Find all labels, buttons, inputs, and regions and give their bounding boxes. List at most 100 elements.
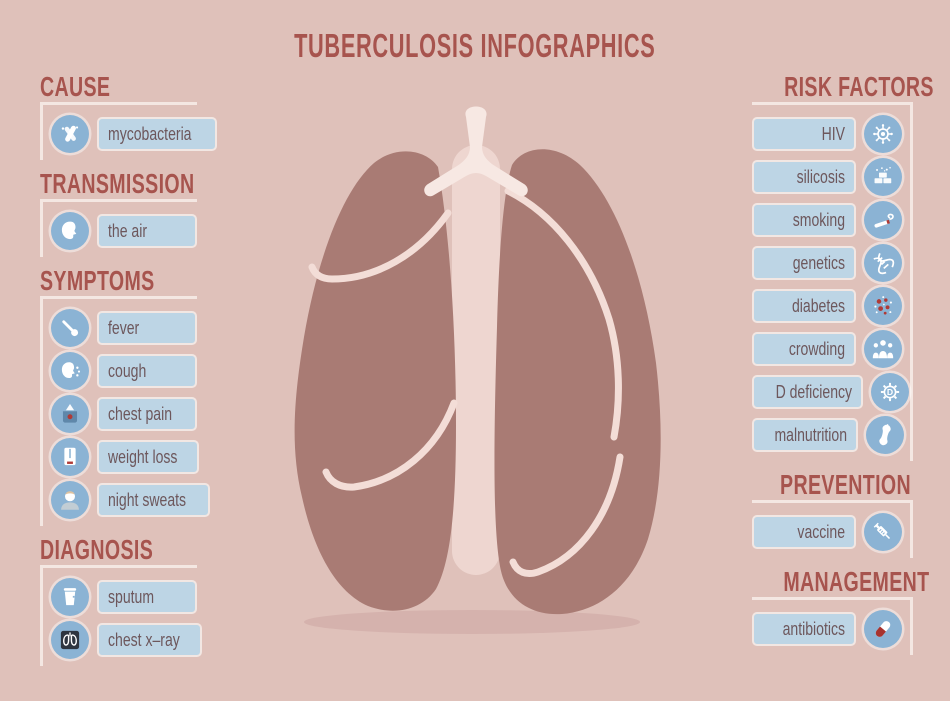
item-label: smoking [792,209,845,230]
silica-bricks-icon [864,158,902,196]
item-label: HIV [821,123,845,144]
item-label-box: malnutrition [752,418,859,452]
list-item-chest-pain: chest pain [51,395,197,433]
list-item-genetics: genetics [752,244,902,282]
weight-scale-icon [51,438,89,476]
people-icon [864,330,902,368]
section-heading-cause: CAUSE [40,72,197,102]
apple-core-icon [866,416,905,454]
heading-text: TRANSMISSION [40,168,195,199]
heading-text: MANAGEMENT [783,566,930,597]
sweating-person-icon [51,481,89,519]
item-label: mycobacteria [108,123,192,144]
list-item-silicosis: silicosis [752,158,902,196]
chest-pain-icon [51,395,89,433]
left-lung [294,151,456,611]
heading-text: CAUSE [40,71,111,102]
section-heading-risk-factors: RISK FACTORS [752,72,933,102]
list-item-weight-loss: weight loss [51,438,200,476]
list-item-sputum: sputum [51,578,197,616]
blood-cells-icon [864,287,902,325]
item-label-box: D deficiency [752,375,864,409]
section-heading-diagnosis: DIAGNOSIS [40,535,197,565]
item-label: the air [108,220,148,241]
list-item-mycobacteria: mycobacteria [51,115,218,153]
chest-xray-icon [51,621,89,659]
item-label-box: mycobacteria [97,117,218,151]
item-label-box: silicosis [752,160,856,194]
list-item-malnutrition: malnutrition [752,416,905,454]
item-label: vaccine [797,521,845,542]
page-title-text: TUBERCULOSIS INFOGRAPHICS [294,27,656,64]
list-item-the-air: the air [51,212,197,250]
heading-text: SYMPTOMS [40,265,155,296]
cause-group: mycobacteria [40,102,218,160]
pill-capsule-icon [864,610,902,648]
left-column: CAUSE mycobacteria TRANSMISSION the air … [40,72,218,674]
syringe-icon [864,513,902,551]
list-item-hiv: HIV [752,115,902,153]
bacteria-icon [51,115,89,153]
item-label: crowding [788,338,845,359]
cough-icon [51,352,89,390]
item-label: fever [108,317,140,338]
cigarette-icon [864,201,902,239]
transmission-group: the air [40,199,197,257]
management-group: antibiotics [752,597,913,655]
item-label-box: the air [97,214,197,248]
ground-shadow [304,610,640,634]
item-label-box: diabetes [752,289,856,323]
section-heading-symptoms: SYMPTOMS [40,266,197,296]
item-label-box: chest pain [97,397,197,431]
item-label: weight loss [108,446,178,467]
list-item-cough: cough [51,352,197,390]
item-label: cough [108,360,147,381]
list-item-diabetes: diabetes [752,287,902,325]
thermometer-icon [51,309,89,347]
item-label-box: weight loss [97,440,200,474]
right-column: RISK FACTORS HIV silicosis smoking [752,72,934,663]
section-heading-prevention: PREVENTION [752,470,913,500]
mediastinum-band [452,145,500,575]
item-label: sputum [108,586,155,607]
item-label: genetics [792,252,845,273]
heading-text: PREVENTION [780,469,911,500]
item-label: antibiotics [782,618,845,639]
diagnosis-group: sputum chest x–ray [40,565,203,666]
item-label-box: genetics [752,246,856,280]
item-label-box: sputum [97,580,197,614]
list-item-crowding: crowding [752,330,902,368]
lungs-illustration [270,95,680,635]
list-item-smoking: smoking [752,201,902,239]
item-label-box: fever [97,311,197,345]
item-label: malnutrition [774,424,848,445]
sputum-cup-icon [51,578,89,616]
list-item-chest-xray: chest x–ray [51,621,203,659]
air-head-icon [51,212,89,250]
item-label-box: antibiotics [752,612,856,646]
item-label-box: HIV [752,117,856,151]
item-label-box: vaccine [752,515,856,549]
list-item-d-deficiency: D deficiency D [752,373,910,411]
vitamin-d-sun-icon: D [871,373,910,411]
list-item-night-sweats: night sweats [51,481,211,519]
heading-text: DIAGNOSIS [40,534,154,565]
section-heading-management: MANAGEMENT [752,567,929,597]
item-label-box: smoking [752,203,856,237]
virus-icon [864,115,902,153]
item-label-box: crowding [752,332,856,366]
item-label: chest x–ray [108,629,180,650]
item-label: silicosis [796,166,845,187]
page-title: TUBERCULOSIS INFOGRAPHICS [0,28,950,64]
trachea [424,106,528,197]
risk-factors-group: HIV silicosis smoking genetics [752,102,913,461]
item-label: diabetes [791,295,845,316]
list-item-fever: fever [51,309,197,347]
item-label: D deficiency [775,381,853,402]
item-label-box: night sweats [97,483,211,517]
item-label: night sweats [108,489,187,510]
dna-icon [864,244,902,282]
item-label: chest pain [108,403,173,424]
heading-text: RISK FACTORS [784,71,934,102]
symptoms-group: fever cough chest pain weight loss [40,296,211,526]
